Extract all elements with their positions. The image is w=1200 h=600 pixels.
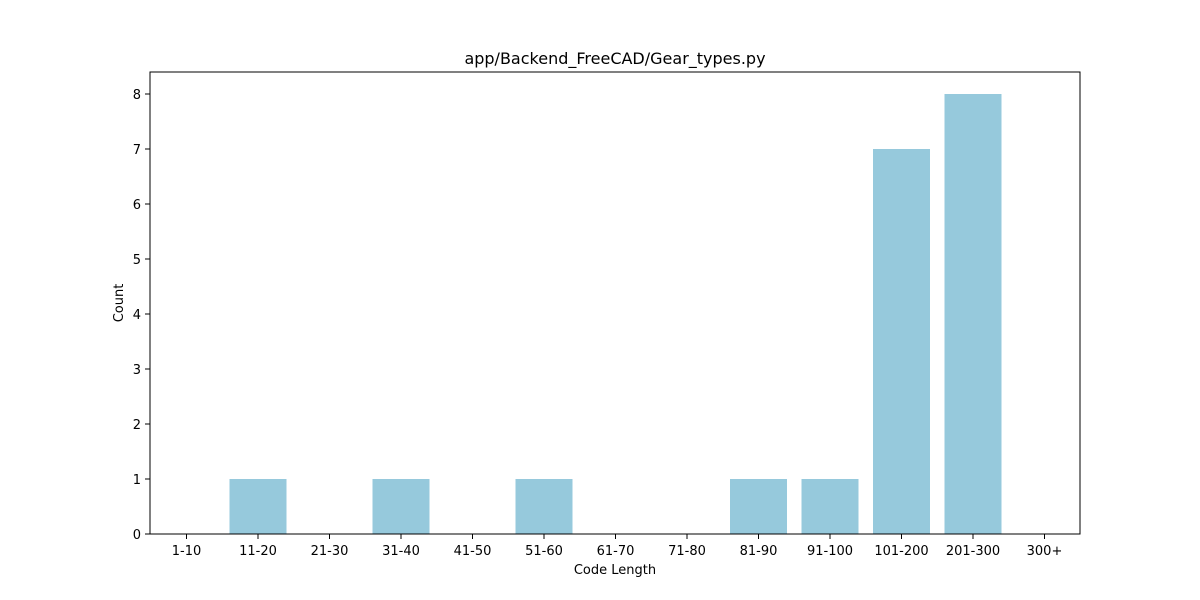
y-tick-label-2: 2 — [133, 418, 141, 433]
x-tick-label-11-20: 11-20 — [239, 544, 277, 559]
y-axis: 0 1 2 3 4 5 6 7 8 — [133, 88, 150, 543]
x-tick-label-61-70: 61-70 — [597, 544, 635, 559]
bar-91-100 — [801, 479, 859, 534]
bar-11-20 — [229, 479, 287, 534]
y-tick-label-8: 8 — [133, 88, 141, 103]
x-tick-label-21-30: 21-30 — [311, 544, 349, 559]
x-tick-label-1-10: 1-10 — [172, 544, 202, 559]
bar-51-60 — [515, 479, 573, 534]
x-tick-label-91-100: 91-100 — [807, 544, 853, 559]
x-tick-label-41-50: 41-50 — [454, 544, 492, 559]
x-tick-label-51-60: 51-60 — [525, 544, 563, 559]
y-tick-label-7: 7 — [133, 143, 141, 158]
y-tick-label-5: 5 — [133, 253, 141, 268]
y-axis-label: Count — [112, 284, 127, 323]
bar-201-300 — [944, 94, 1002, 534]
bar-81-90 — [730, 479, 787, 534]
x-tick-label-31-40: 31-40 — [382, 544, 420, 559]
x-tick-label-71-80: 71-80 — [668, 544, 706, 559]
plot-frame — [149, 71, 1081, 535]
bar-101-200 — [873, 149, 930, 534]
x-axis-label: Code Length — [574, 563, 656, 578]
bar-31-40 — [372, 479, 430, 534]
bars-group — [229, 94, 1002, 534]
x-tick-label-81-90: 81-90 — [740, 544, 778, 559]
x-tick-label-300+: 300+ — [1027, 544, 1063, 559]
x-axis: 1-10 11-20 21-30 31-40 41-50 51-60 61-70 71-80 8… — [172, 534, 1063, 559]
y-tick-label-3: 3 — [133, 363, 141, 378]
x-tick-label-201-300: 201-300 — [946, 544, 1000, 559]
y-tick-label-6: 6 — [133, 198, 141, 213]
y-tick-label-4: 4 — [133, 308, 141, 323]
y-tick-label-0: 0 — [133, 528, 141, 543]
x-tick-label-101-200: 101-200 — [874, 544, 928, 559]
y-tick-label-1: 1 — [133, 473, 141, 488]
chart-title: app/Backend_FreeCAD/Gear_types.py — [464, 49, 765, 69]
